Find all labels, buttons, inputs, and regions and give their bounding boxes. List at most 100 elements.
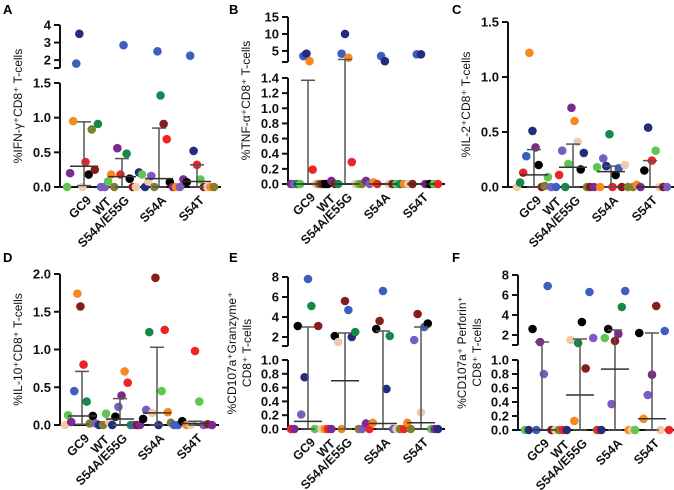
data-point bbox=[660, 326, 670, 336]
data-point bbox=[84, 170, 93, 179]
data-point bbox=[78, 182, 87, 192]
data-point bbox=[69, 386, 79, 396]
y-tick-label: 0.6 bbox=[491, 381, 509, 396]
y-tick-label: 0.0 bbox=[33, 418, 51, 433]
data-point bbox=[378, 286, 388, 296]
data-point bbox=[144, 327, 154, 337]
data-point bbox=[562, 425, 572, 435]
y-axis-label-line: CD8⁺ T-cells bbox=[470, 318, 484, 386]
y-tick-label: 6 bbox=[272, 290, 279, 305]
group-0: GC9WT bbox=[512, 48, 564, 221]
data-point bbox=[528, 324, 537, 334]
data-point bbox=[156, 91, 165, 100]
group-2: S54A bbox=[137, 47, 181, 225]
data-point bbox=[138, 414, 148, 424]
data-point bbox=[93, 119, 103, 129]
group-2: S54A bbox=[135, 273, 179, 463]
data-point bbox=[406, 424, 416, 434]
data-point bbox=[605, 129, 614, 139]
group-1: S54A/E55G bbox=[73, 367, 142, 488]
y-tick-label: 0.0 bbox=[261, 422, 279, 437]
x-tick-label-line: S54A bbox=[593, 436, 625, 468]
panel-letter: E bbox=[229, 250, 238, 265]
y-axis-label: %TNF-α⁺CD8⁺ T-cells bbox=[239, 41, 253, 160]
data-point bbox=[153, 47, 162, 56]
y-axis-label: %IL-10⁺CD8⁺ T-cells bbox=[11, 293, 25, 405]
data-point bbox=[79, 360, 88, 369]
data-point bbox=[589, 182, 599, 192]
data-point bbox=[109, 182, 119, 192]
y-tick-label: 6 bbox=[502, 288, 509, 303]
data-point bbox=[570, 116, 579, 126]
y-tick-label: 1.0 bbox=[261, 101, 279, 116]
data-point bbox=[296, 410, 306, 419]
x-tick-label-line: S54T bbox=[629, 193, 660, 224]
data-point bbox=[515, 178, 525, 187]
y-tick-label: 1.0 bbox=[261, 353, 279, 368]
data-point bbox=[189, 146, 198, 156]
y-tick-label: 5 bbox=[272, 43, 279, 58]
group-3: S54T bbox=[173, 346, 217, 462]
data-point bbox=[137, 170, 147, 179]
x-tick-label-line: S54A bbox=[589, 193, 621, 225]
y-tick-label: 0.8 bbox=[261, 116, 279, 131]
group-0: GC9WT bbox=[286, 49, 338, 218]
group-0: GC9WT bbox=[60, 289, 112, 459]
data-point bbox=[543, 281, 552, 291]
data-point bbox=[620, 160, 630, 170]
data-point bbox=[579, 148, 589, 158]
data-point bbox=[554, 170, 564, 180]
group-2: S54A bbox=[593, 286, 637, 468]
data-point bbox=[634, 328, 644, 338]
data-point bbox=[585, 287, 594, 297]
data-point bbox=[63, 410, 73, 420]
y-tick-label: 1.5 bbox=[481, 15, 499, 30]
data-point bbox=[423, 319, 433, 328]
y-tick-label: 1.5 bbox=[33, 76, 51, 91]
x-tick-label-line: S54T bbox=[176, 193, 207, 224]
x-tick-label-line: GC9 bbox=[516, 193, 544, 221]
x-tick-label: S54T bbox=[400, 190, 431, 221]
data-point bbox=[573, 338, 583, 348]
x-tick-label: S54A bbox=[361, 190, 393, 222]
y-tick-label: 15 bbox=[265, 10, 279, 25]
data-point bbox=[597, 425, 606, 435]
data-point bbox=[385, 331, 395, 341]
data-point bbox=[157, 386, 166, 396]
data-point bbox=[81, 157, 90, 167]
panel-letter: B bbox=[229, 2, 238, 17]
data-point bbox=[382, 384, 391, 394]
y-axis-label-line: %CD107a⁺ Perforin⁺ bbox=[455, 296, 469, 409]
x-tick-label-line: S54A bbox=[137, 193, 169, 225]
group-0: GC9WT bbox=[520, 281, 572, 464]
data-point bbox=[103, 177, 113, 186]
x-tick-label-line: GC9 bbox=[66, 193, 94, 221]
y-axis-label: %CD107a⁺Granzyme⁺CD8⁺ T-cells bbox=[225, 292, 254, 415]
panel-d: D 0.0 0.5 1.0 1.5 2.0 %IL-10⁺CD8⁺ T-cells GC9WT… bbox=[3, 250, 219, 488]
data-point bbox=[85, 419, 95, 428]
x-tick-label-line: S54T bbox=[400, 190, 431, 221]
y-tick-label: 1.0 bbox=[33, 342, 51, 357]
data-point bbox=[651, 301, 661, 311]
x-tick-label: S54A bbox=[137, 193, 169, 225]
y-tick-label: 4 bbox=[44, 18, 52, 33]
data-point bbox=[525, 48, 534, 58]
data-point bbox=[87, 125, 97, 134]
y-tick-label: 0.8 bbox=[261, 366, 279, 381]
data-point bbox=[614, 329, 623, 339]
data-point bbox=[307, 301, 316, 311]
data-point bbox=[337, 49, 346, 58]
data-point bbox=[380, 56, 390, 66]
panel-letter: D bbox=[3, 250, 12, 265]
data-point bbox=[300, 372, 309, 382]
data-point bbox=[617, 182, 627, 192]
data-point bbox=[662, 182, 672, 192]
x-tick-label-line: S54A bbox=[135, 431, 167, 463]
data-point bbox=[113, 143, 122, 153]
y-tick-label: 10 bbox=[265, 26, 279, 41]
data-point bbox=[68, 116, 78, 126]
data-point bbox=[664, 425, 674, 435]
y-tick-label: 0.6 bbox=[261, 380, 279, 395]
